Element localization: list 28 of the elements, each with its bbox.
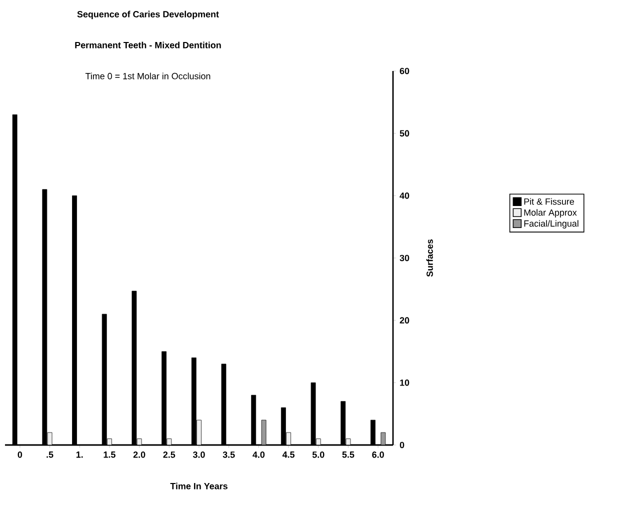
x-tick-label: 5.0 xyxy=(312,452,324,458)
x-tick-label: 1. xyxy=(76,452,83,458)
y-tick-label: 40 xyxy=(400,192,410,199)
y-tick-label: 20 xyxy=(400,317,410,324)
x-tick-label: 1.5 xyxy=(104,452,116,458)
x-tick-label: 5.5 xyxy=(342,452,354,458)
x-axis-title: Time In Years xyxy=(170,482,228,490)
y-tick-label: 10 xyxy=(400,379,410,386)
y-tick-label: 60 xyxy=(400,68,410,74)
x-tick-label: 2.5 xyxy=(163,452,176,458)
y-tick-label: 0 xyxy=(400,442,404,448)
legend-label: Facial/Lingual xyxy=(524,220,578,228)
x-tick-label: 4.5 xyxy=(282,452,295,458)
y-axis-title: Surfaces xyxy=(426,239,433,277)
legend-label: Molar Approx xyxy=(524,209,577,218)
chart-subtitle: Permanent Teeth - Mixed Dentition xyxy=(75,42,221,48)
y-tick-label: 50 xyxy=(400,130,410,137)
x-tick-label: 3.5 xyxy=(222,452,235,458)
x-tick-label: 2.0 xyxy=(133,452,146,458)
y-tick-label: 30 xyxy=(400,254,410,262)
x-tick-label: 4.0 xyxy=(252,452,265,458)
x-tick-label: 6.0 xyxy=(372,452,384,458)
x-tick-label: .5 xyxy=(46,452,54,458)
chart-title: Sequence of Caries Development xyxy=(77,10,219,20)
annotation: Time 0 = 1st Molar in Occlusion xyxy=(85,72,210,80)
legend-label: Pit & Fissure xyxy=(524,198,574,205)
x-tick-label: 0 xyxy=(18,452,22,458)
x-tick-label: 3.0 xyxy=(192,452,205,458)
